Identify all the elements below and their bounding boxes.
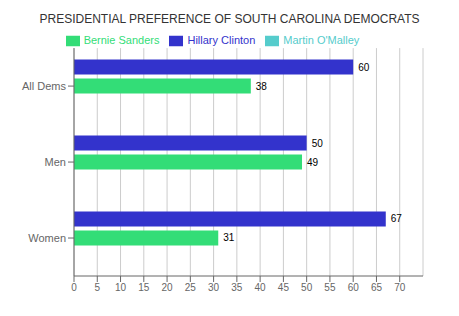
- svg-text:35: 35: [231, 282, 243, 293]
- html-text:Hillary Clinton: Hillary Clinton: [187, 34, 256, 46]
- html-text:Martin O'Malley: Martin O'Malley: [283, 34, 360, 46]
- svg-text:30: 30: [208, 282, 220, 293]
- svg-text:25: 25: [185, 282, 197, 293]
- svg-text:38: 38: [256, 81, 268, 92]
- svg-text:65: 65: [371, 282, 383, 293]
- svg-text:50: 50: [312, 138, 324, 149]
- svg-text:All Dems: All Dems: [22, 80, 67, 92]
- svg-text:45: 45: [278, 282, 290, 293]
- svg-text:15: 15: [138, 282, 150, 293]
- svg-text:Women: Women: [28, 232, 66, 244]
- svg-text:55: 55: [324, 282, 336, 293]
- svg-text:20: 20: [162, 282, 174, 293]
- html-text:Bernie Sanders: Bernie Sanders: [83, 34, 160, 46]
- svg-text:40: 40: [255, 282, 267, 293]
- svg-text:5: 5: [94, 282, 100, 293]
- svg-text:0: 0: [71, 282, 77, 293]
- svg-text:60: 60: [358, 62, 370, 73]
- svg-text:67: 67: [391, 213, 403, 224]
- svg-text:60: 60: [348, 282, 360, 293]
- svg-text:31: 31: [223, 232, 235, 243]
- html-text:PRESIDENTIAL PREFERENCE OF SOU: PRESIDENTIAL PREFERENCE OF SOUTH CAROLIN…: [39, 12, 420, 26]
- svg-text:70: 70: [394, 282, 406, 293]
- svg-text:50: 50: [301, 282, 313, 293]
- svg-text:10: 10: [115, 282, 127, 293]
- svg-text:Men: Men: [45, 156, 66, 168]
- svg-text:49: 49: [307, 157, 319, 168]
